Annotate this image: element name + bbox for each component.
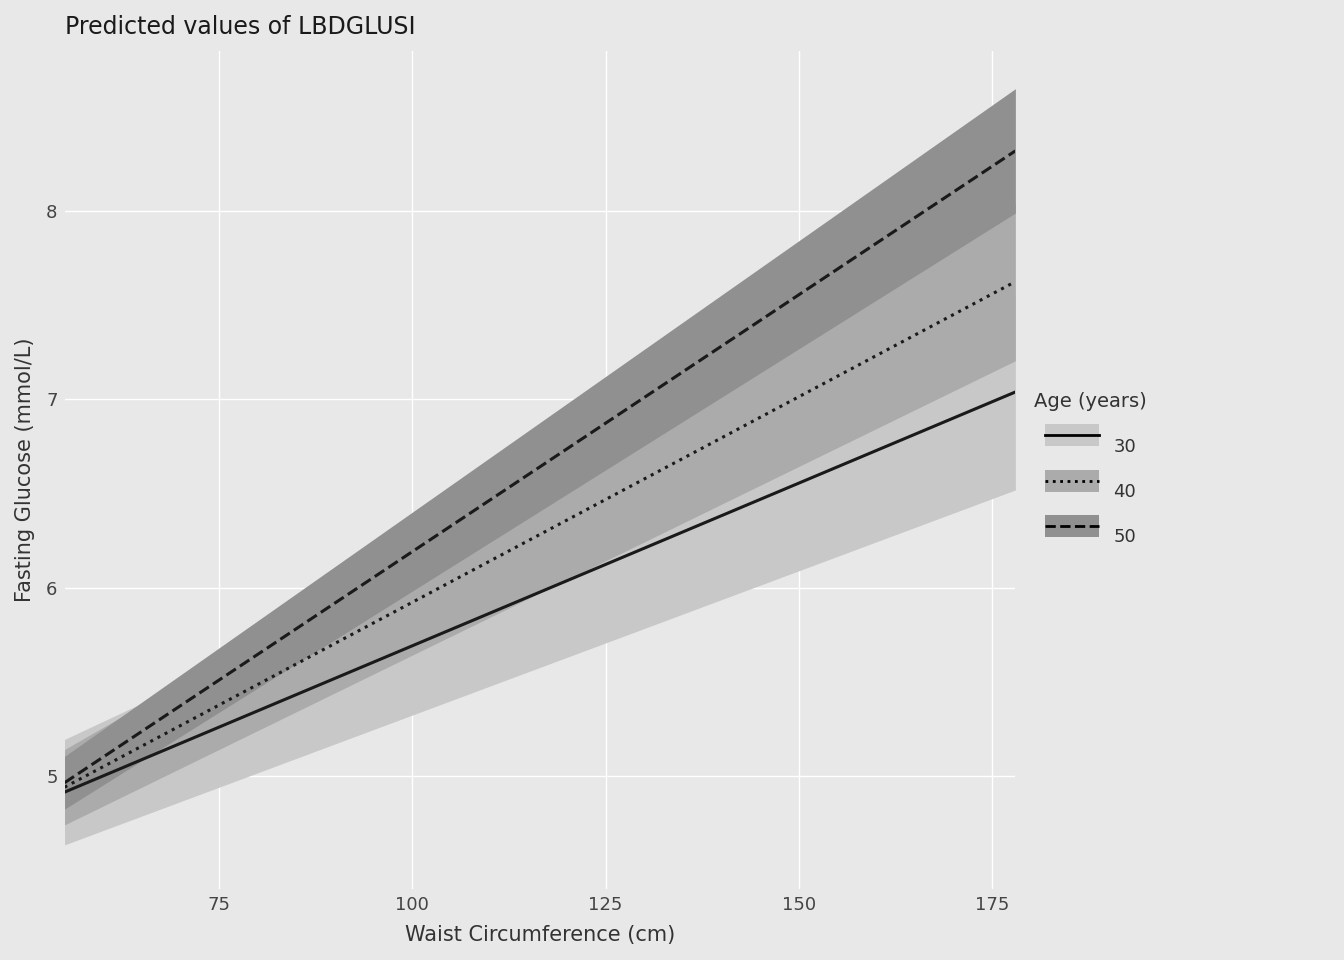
- X-axis label: Waist Circumference (cm): Waist Circumference (cm): [405, 925, 675, 945]
- Text: Predicted values of LBDGLUSI: Predicted values of LBDGLUSI: [65, 15, 415, 39]
- Y-axis label: Fasting Glucose (mmol/L): Fasting Glucose (mmol/L): [15, 338, 35, 602]
- Legend: 30, 40, 50: 30, 40, 50: [1034, 392, 1146, 547]
